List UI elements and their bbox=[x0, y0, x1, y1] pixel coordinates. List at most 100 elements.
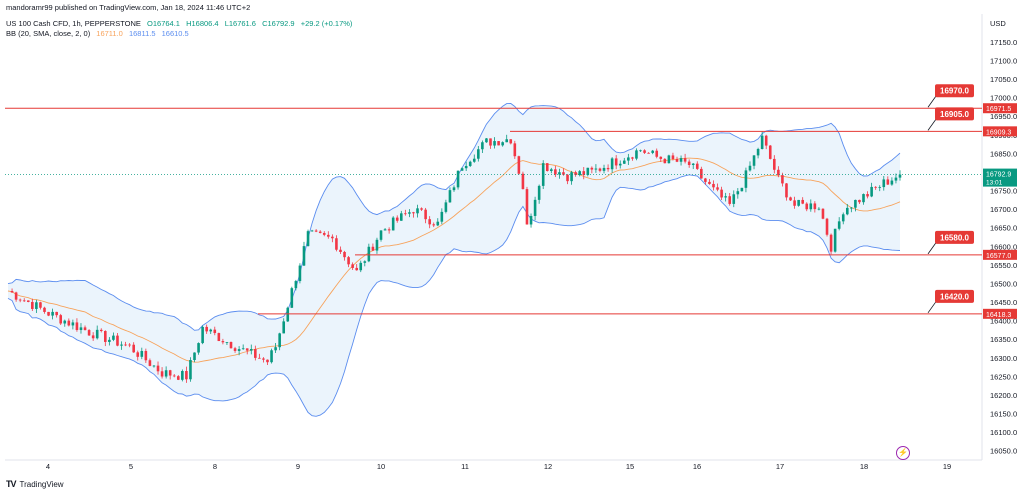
bb-basis-line bbox=[7, 157, 901, 363]
candle-body bbox=[663, 158, 667, 164]
candle-body bbox=[687, 161, 691, 165]
candle-body bbox=[590, 167, 594, 170]
ohlc-change: +29.2 (+0.17%) bbox=[300, 19, 353, 28]
level-callout-label: 16420.0 bbox=[940, 292, 969, 301]
candle-body bbox=[144, 350, 148, 361]
last-price-badge bbox=[983, 168, 1017, 187]
candle-body bbox=[781, 175, 784, 184]
candle-body bbox=[440, 211, 444, 222]
candle-body bbox=[566, 174, 569, 182]
candle-body bbox=[894, 177, 898, 181]
candle-body bbox=[481, 142, 484, 150]
candle-body bbox=[432, 224, 436, 226]
candle-body bbox=[635, 150, 638, 159]
candle-body bbox=[314, 230, 318, 232]
candle-body bbox=[79, 327, 83, 331]
candle-body bbox=[395, 217, 399, 221]
candle-body bbox=[740, 187, 744, 192]
level-axis-label: 16418.3 bbox=[986, 312, 1011, 319]
y-tick-label: 16350.0 bbox=[990, 335, 1017, 344]
candle-body bbox=[841, 214, 845, 222]
candle-body bbox=[95, 329, 99, 339]
x-tick-label: 5 bbox=[129, 462, 133, 471]
candle-body bbox=[505, 139, 509, 143]
candle-body bbox=[700, 168, 703, 179]
candle-body bbox=[720, 189, 723, 198]
candle-body bbox=[335, 238, 338, 250]
candle-body bbox=[355, 267, 358, 271]
candle-body bbox=[691, 163, 695, 165]
x-tick-label: 10 bbox=[377, 462, 385, 471]
ohlc-low: L16761.6 bbox=[224, 19, 256, 28]
currency-label: USD bbox=[990, 19, 1006, 28]
y-tick-label: 17100.0 bbox=[990, 56, 1017, 65]
candle-body bbox=[359, 262, 363, 271]
candle-body bbox=[351, 264, 354, 268]
candle-body bbox=[756, 149, 760, 156]
y-tick-label: 16650.0 bbox=[990, 224, 1017, 233]
candle-body bbox=[408, 212, 411, 214]
candle-body bbox=[667, 155, 671, 164]
candle-body bbox=[168, 370, 172, 376]
candle-body bbox=[339, 249, 342, 252]
y-tick-label: 17000.0 bbox=[990, 94, 1017, 103]
candle-body bbox=[237, 349, 241, 351]
candle-body bbox=[618, 163, 622, 166]
candle-body bbox=[148, 360, 152, 366]
candle-body bbox=[862, 194, 865, 203]
candle-body bbox=[241, 348, 245, 350]
bb-label[interactable]: BB (20, SMA, close, 2, 0) bbox=[6, 29, 91, 38]
candle-body bbox=[704, 178, 707, 182]
candle-body bbox=[866, 194, 869, 197]
candle-body bbox=[659, 156, 663, 159]
candle-body bbox=[647, 152, 650, 154]
candle-body bbox=[63, 320, 67, 324]
candle-body bbox=[858, 199, 861, 203]
candle-body bbox=[550, 169, 553, 171]
candle-body bbox=[428, 219, 431, 225]
candle-body bbox=[132, 344, 135, 353]
candle-body bbox=[477, 149, 480, 159]
symbol-name[interactable]: US 100 Cash CFD, 1h, PEPPERSTONE bbox=[6, 19, 141, 28]
candle-body bbox=[797, 199, 800, 206]
candle-body bbox=[298, 265, 302, 282]
candle-body bbox=[627, 157, 630, 161]
candle-body bbox=[128, 344, 131, 346]
candle-body bbox=[286, 307, 290, 322]
candle-body bbox=[712, 183, 715, 188]
candle-body bbox=[59, 315, 63, 324]
candle-body bbox=[651, 150, 654, 153]
candle-body bbox=[598, 168, 602, 171]
candle-body bbox=[886, 179, 890, 185]
bb-upper-value: 16811.5 bbox=[128, 29, 156, 38]
candle-body bbox=[545, 163, 549, 171]
candle-body bbox=[805, 203, 809, 210]
candle-body bbox=[525, 189, 529, 225]
lightning-icon[interactable]: ⚡ bbox=[896, 446, 910, 460]
candle-body bbox=[83, 327, 87, 331]
level-callout-box bbox=[935, 84, 974, 98]
x-tick-label: 9 bbox=[296, 462, 300, 471]
candle-body bbox=[764, 135, 768, 146]
candle-body bbox=[197, 343, 200, 353]
candle-body bbox=[379, 230, 383, 240]
candle-body bbox=[221, 341, 225, 343]
candle-body bbox=[416, 208, 419, 214]
candle-body bbox=[99, 329, 103, 331]
candle-body bbox=[136, 352, 140, 357]
candle-body bbox=[140, 350, 144, 357]
candle-body bbox=[728, 196, 732, 204]
candle-body bbox=[829, 234, 833, 252]
candle-body bbox=[610, 158, 614, 170]
candle-body bbox=[209, 329, 213, 332]
candle-body bbox=[201, 326, 204, 344]
candle-body bbox=[318, 231, 322, 233]
candle-body bbox=[213, 329, 217, 334]
candle-body bbox=[533, 199, 537, 216]
candle-body bbox=[586, 167, 590, 176]
candle-body bbox=[460, 168, 464, 171]
bb-lower-line bbox=[7, 174, 901, 417]
candle-body bbox=[521, 173, 525, 190]
footer-brand: TradingView bbox=[19, 479, 64, 489]
